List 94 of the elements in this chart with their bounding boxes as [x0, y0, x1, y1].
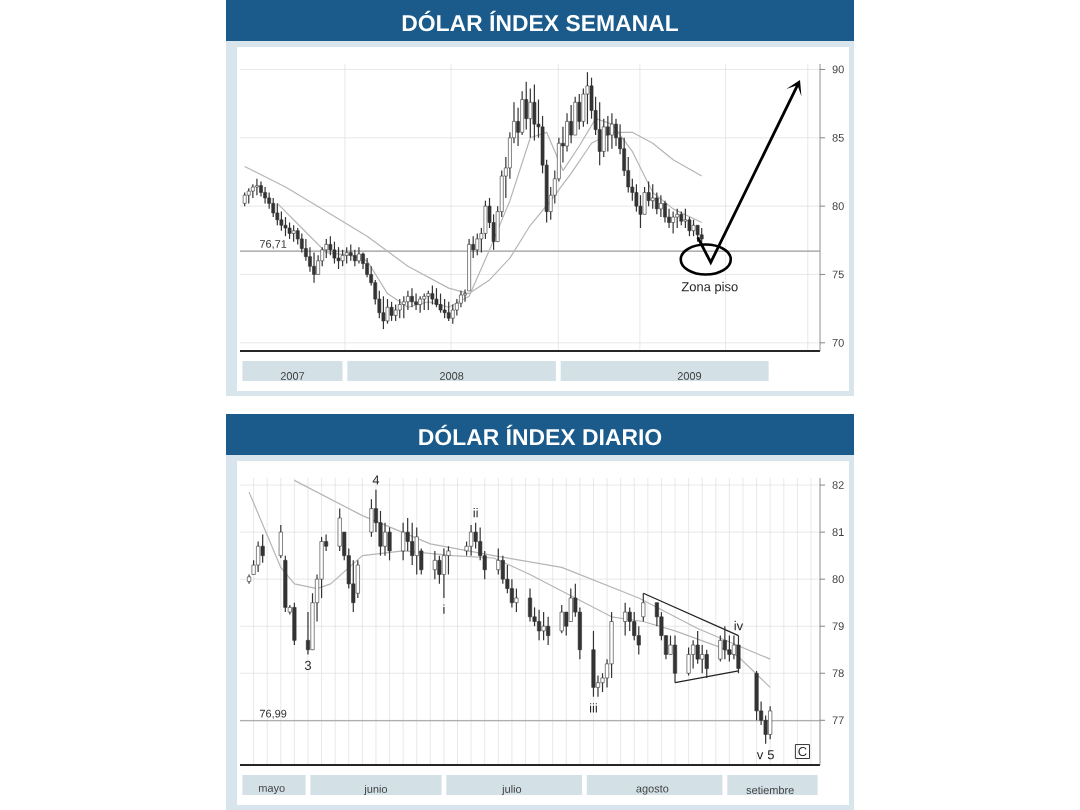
- candlestick: [722, 625, 727, 660]
- candlestick: [691, 639, 696, 670]
- candlestick: [496, 547, 501, 576]
- candlestick: [401, 522, 406, 561]
- candlestick: [475, 232, 480, 256]
- candlestick: [450, 303, 455, 325]
- candlestick: [683, 208, 688, 229]
- candlestick: [446, 301, 451, 322]
- candlestick: [312, 251, 316, 284]
- candlestick: [528, 88, 533, 139]
- candlestick: [500, 555, 505, 585]
- candlestick: [337, 507, 342, 552]
- candlestick: [663, 200, 667, 224]
- candlestick: [524, 81, 529, 131]
- candlestick: [414, 526, 419, 576]
- candlestick: [283, 555, 288, 613]
- candlestick: [434, 287, 439, 308]
- candlestick: [426, 290, 431, 311]
- candlestick: [283, 216, 288, 237]
- candlestick: [768, 705, 773, 740]
- candlestick: [256, 540, 261, 573]
- candlestick: [418, 295, 422, 314]
- candlestick: [324, 238, 329, 259]
- candlestick: [292, 602, 297, 646]
- candlestick: [573, 96, 578, 136]
- candlestick: [537, 609, 542, 641]
- candlestick: [432, 550, 437, 580]
- candlestick: [260, 533, 265, 564]
- candlestick: [532, 83, 537, 142]
- candlestick: [559, 604, 564, 634]
- candlestick: [263, 186, 267, 204]
- candlestick: [271, 197, 276, 218]
- candlestick: [704, 649, 709, 679]
- candlestick: [389, 301, 394, 322]
- candlestick: [514, 587, 519, 613]
- candlestick: [353, 249, 357, 267]
- candlestick: [671, 210, 675, 235]
- candlestick: [430, 284, 435, 306]
- candlestick: [641, 592, 646, 623]
- candlestick: [410, 287, 414, 308]
- candlestick: [328, 235, 333, 256]
- candlestick: [255, 178, 259, 196]
- candlestick: [320, 246, 325, 267]
- candlestick: [667, 208, 671, 229]
- candlestick: [591, 630, 596, 698]
- candlestick: [385, 298, 390, 325]
- candlestick: [568, 587, 573, 623]
- candlestick: [754, 670, 759, 721]
- candlestick: [686, 646, 691, 677]
- chart-title: DÓLAR ÍNDEX SEMANAL: [402, 10, 679, 32]
- candlestick: [597, 101, 602, 166]
- candlestick: [316, 254, 320, 276]
- candlestick: [623, 602, 628, 637]
- candlestick: [275, 202, 280, 226]
- candlestick: [687, 216, 692, 237]
- candlestick: [650, 183, 655, 210]
- candlestick: [654, 191, 659, 215]
- candlestick: [659, 194, 663, 218]
- candlestick: [569, 104, 573, 144]
- candlestick: [585, 71, 590, 125]
- candlestick: [278, 524, 283, 559]
- candlestick: [736, 635, 741, 674]
- candlestick: [442, 298, 447, 319]
- chart-title: DÓLAR ÍNDEX DIARIO: [419, 424, 662, 446]
- candlestick: [410, 522, 415, 566]
- candlestick: [577, 93, 582, 131]
- candlestick: [369, 498, 374, 538]
- candlestick: [332, 241, 337, 265]
- candlestick: [610, 112, 614, 150]
- candlestick: [406, 290, 410, 311]
- candlestick: [438, 292, 443, 314]
- candlestick: [414, 292, 418, 311]
- candlestick: [365, 257, 369, 278]
- candlestick: [469, 524, 474, 557]
- candlestick: [397, 298, 402, 319]
- candlestick: [381, 295, 386, 330]
- candlestick: [527, 587, 533, 623]
- candlestick: [627, 606, 632, 632]
- candlestick: [546, 616, 551, 646]
- candlestick: [387, 526, 392, 561]
- candlestick: [401, 295, 406, 319]
- candlestick: [336, 246, 341, 270]
- candlestick: [541, 611, 546, 641]
- candlestick: [357, 246, 361, 265]
- candlestick: [279, 210, 284, 232]
- candlestick: [605, 115, 610, 153]
- candlestick: [609, 611, 614, 679]
- candlestick: [695, 630, 700, 665]
- candlestick: [672, 635, 678, 684]
- candlestick: [441, 547, 446, 599]
- candlestick: [646, 180, 651, 207]
- candlestick: [614, 118, 618, 147]
- candlestick: [299, 232, 304, 254]
- candlestick: [700, 644, 705, 674]
